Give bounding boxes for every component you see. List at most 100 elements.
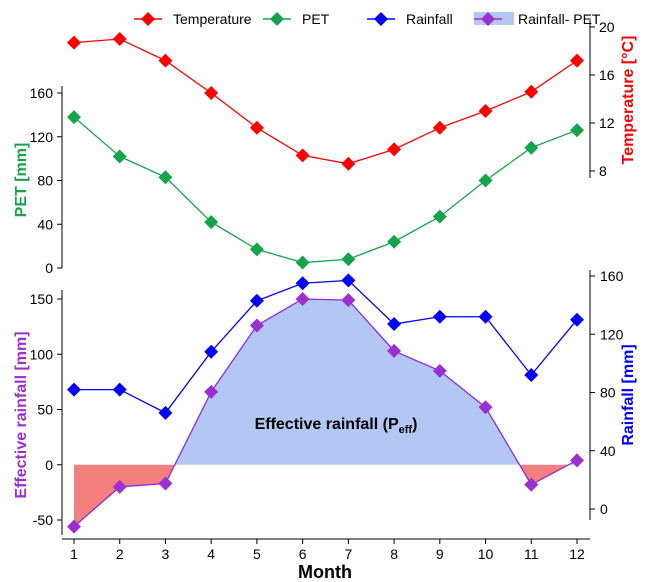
effective-point <box>67 519 81 534</box>
effective-point <box>249 318 264 333</box>
x-tick-label: 6 <box>299 546 307 562</box>
pet-point <box>570 123 584 138</box>
pet-point <box>295 255 310 270</box>
temperature-point <box>112 32 127 46</box>
pet-axis-label: PET [mm] <box>13 143 30 218</box>
rainfall-point <box>432 309 447 324</box>
x-tick-label: 8 <box>390 546 398 562</box>
x-tick-label: 1 <box>70 546 78 562</box>
x-tick-label: 4 <box>207 546 215 562</box>
pet-point <box>112 149 127 164</box>
legend-marker <box>141 12 155 26</box>
effective-rainfall-annotation: Effective rainfall (Peff) <box>255 416 418 436</box>
temperature-point <box>524 84 539 99</box>
rainfall-line <box>74 279 578 414</box>
negative-area <box>74 464 175 527</box>
pet-point <box>524 140 539 155</box>
rainfall-point <box>112 382 127 397</box>
x-tick-label: 3 <box>162 546 170 562</box>
effective-tick-label: 50 <box>37 402 53 418</box>
effective-tick-label: 0 <box>45 457 53 473</box>
temperature-tick-label: 8 <box>599 163 607 179</box>
effective-point <box>570 453 584 468</box>
top-panel: PET [mm] Temperature [°C] 0 40 80 120 160 8 12… <box>13 19 637 276</box>
rainfall-point <box>524 368 539 383</box>
x-tick-label: 10 <box>478 546 494 562</box>
temperature-point <box>478 104 493 118</box>
effective-point <box>432 363 447 378</box>
x-tick-label: 12 <box>569 546 585 562</box>
effective-point <box>158 476 173 491</box>
temperature-point <box>341 156 356 171</box>
rainfall-tick-label: 80 <box>600 385 616 401</box>
rainfall-point <box>387 317 402 332</box>
legend-marker <box>481 12 495 26</box>
temperature-tick-label: 12 <box>599 115 615 131</box>
pet-point <box>204 215 219 230</box>
pet-tick-label: 120 <box>30 129 54 145</box>
temperature-point <box>432 120 447 135</box>
rainfall-tick-label: 40 <box>600 443 616 459</box>
pet-tick-label: 160 <box>30 85 54 101</box>
effective-rainfall-axis-label: Effective rainfall [mm] <box>13 331 30 498</box>
legend-label: Rainfall <box>406 11 453 27</box>
top-axes: 0 40 80 120 160 8 12 16 20 <box>30 19 615 276</box>
rainfall-axis-label: Rainfall [mm] <box>620 344 637 445</box>
rainfall-point <box>158 405 173 420</box>
effective-tick-label: -50 <box>33 512 53 528</box>
temperature-axis-label: Temperature [°C] <box>620 36 637 165</box>
effective-point <box>341 293 356 308</box>
x-tick-label: 5 <box>253 546 261 562</box>
rainfall-tick-label: 0 <box>600 501 608 517</box>
temperature-tick-label: 20 <box>599 19 615 35</box>
pet-point <box>341 252 356 267</box>
legend-marker <box>270 12 284 26</box>
temperature-point <box>158 53 173 68</box>
effective-point <box>112 479 127 494</box>
rainfall-point <box>67 382 81 397</box>
effective-rainfall-area <box>74 299 577 527</box>
effective-point <box>295 292 310 306</box>
pet-point <box>158 170 173 185</box>
effective-tick-label: 150 <box>30 291 54 307</box>
pet-point <box>432 209 447 224</box>
pet-point <box>478 173 493 188</box>
bottom-series <box>67 273 584 534</box>
rainfall-point <box>295 276 310 291</box>
legend-label: Rainfall- PET <box>518 11 601 27</box>
temperature-point <box>295 148 310 163</box>
temperature-point <box>249 120 264 135</box>
pet-tick-label: 80 <box>37 173 53 189</box>
effective-point <box>524 477 539 492</box>
rainfall-point <box>204 344 219 359</box>
pet-point <box>67 110 81 125</box>
legend-label: PET <box>302 11 330 27</box>
rainfall-tick-label: 120 <box>600 326 624 342</box>
rainfall-point <box>570 312 584 327</box>
top-series <box>67 32 584 270</box>
temperature-point <box>570 53 584 68</box>
legend-marker <box>374 12 388 26</box>
effective-point <box>387 343 402 358</box>
pet-tick-label: 0 <box>45 260 53 276</box>
temperature-point <box>387 142 402 157</box>
negative-area <box>519 464 569 485</box>
x-tick-label: 2 <box>116 546 124 562</box>
positive-area <box>174 299 520 465</box>
effective-point <box>478 400 493 415</box>
legend: Temperature PET Rainfall Rainfall- PET <box>134 11 601 27</box>
rainfall-point <box>249 293 264 308</box>
x-axis-label: Month <box>298 562 352 582</box>
effective-tick-label: 100 <box>30 346 54 362</box>
x-tick-label: 11 <box>524 546 539 562</box>
rainfall-tick-label: 160 <box>600 268 624 284</box>
pet-line <box>73 116 578 264</box>
temperature-point <box>67 35 81 50</box>
bottom-panel: Effective rainfall [mm] Rainfall [mm] -5… <box>13 268 637 582</box>
temperature-point <box>204 86 219 100</box>
rainfall-point <box>478 309 493 324</box>
temperature-line <box>73 38 578 165</box>
x-tick-label: 9 <box>436 546 444 562</box>
